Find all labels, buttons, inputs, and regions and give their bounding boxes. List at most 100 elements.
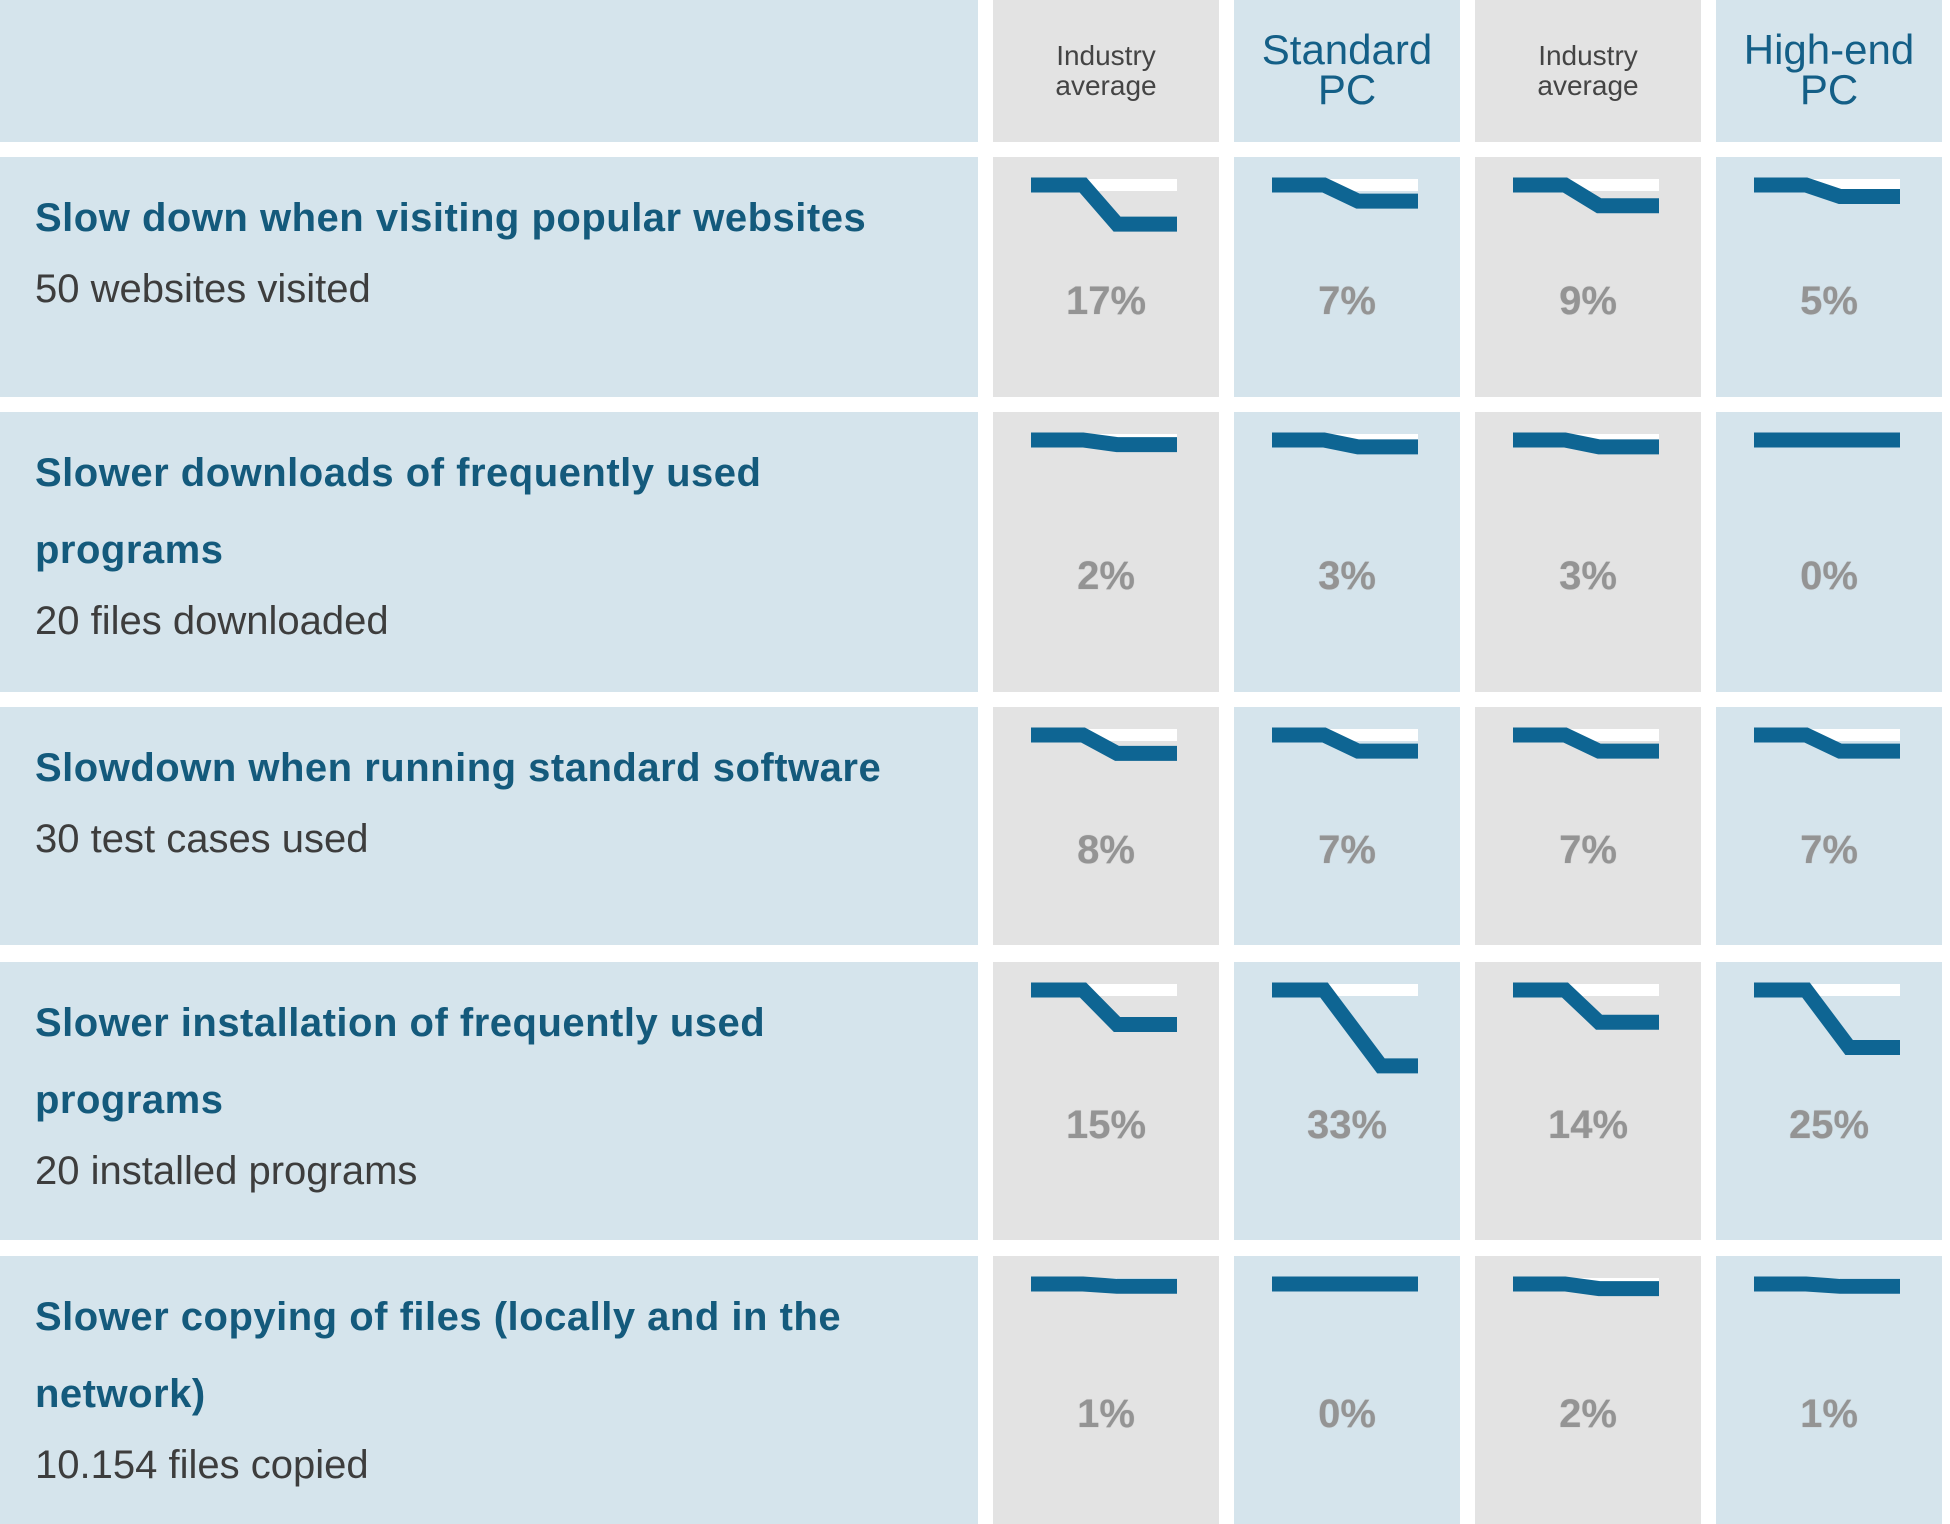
value-cell: 5% xyxy=(1716,157,1942,397)
row-label-cell: Slower copying of files (locally and in … xyxy=(0,1256,978,1524)
value-cell: 7% xyxy=(1475,707,1701,945)
slowdown-line xyxy=(1513,177,1659,214)
value-cell: 7% xyxy=(1234,707,1460,945)
row-title: Slowdown when running standard software xyxy=(35,746,882,790)
slowdown-sparkline xyxy=(1272,432,1418,455)
slowdown-sparkline xyxy=(1754,1276,1900,1294)
row-subtitle: 20 files downloaded xyxy=(35,599,389,643)
value-cell: 7% xyxy=(1716,707,1942,945)
percentage-value: 3% xyxy=(1318,554,1376,598)
column-header-label: Standard xyxy=(1261,26,1433,73)
row-title: Slower installation of frequently used xyxy=(35,1001,766,1045)
slowdown-line xyxy=(1272,727,1418,759)
slowdown-line xyxy=(1754,177,1900,204)
slowdown-line xyxy=(1031,177,1177,232)
column-header-label: PC xyxy=(1799,66,1859,113)
row-label-cell: Slower downloads of frequently used progr… xyxy=(0,412,978,692)
slowdown-sparkline xyxy=(1513,727,1659,759)
value-cell: 1% xyxy=(993,1256,1219,1524)
slowdown-sparkline xyxy=(1513,177,1659,214)
slowdown-line xyxy=(1031,1276,1177,1294)
slowdown-sparkline xyxy=(1031,432,1177,453)
percentage-value: 7% xyxy=(1800,828,1858,872)
value-cell: 3% xyxy=(1234,412,1460,692)
row-subtitle: 10.154 files copied xyxy=(35,1443,369,1487)
row-subtitle: 50 websites visited xyxy=(35,267,371,311)
percentage-value: 33% xyxy=(1306,1103,1388,1147)
percentage-value: 9% xyxy=(1559,279,1617,323)
slowdown-sparkline xyxy=(1513,1276,1659,1297)
percentage-value: 1% xyxy=(1077,1392,1135,1436)
column-header-label: Industry xyxy=(1538,40,1638,71)
column-header-label: average xyxy=(1055,70,1157,101)
value-cell: 14% xyxy=(1475,962,1701,1240)
percentage-value: 0% xyxy=(1318,1392,1376,1436)
slowdown-sparkline xyxy=(1272,982,1418,1074)
slowdown-sparkline xyxy=(1272,177,1418,209)
slowdown-sparkline xyxy=(1272,727,1418,759)
slowdown-line xyxy=(1272,982,1418,1074)
slowdown-line xyxy=(1272,177,1418,209)
slowdown-line xyxy=(1513,727,1659,759)
column-header-4: High-end PC xyxy=(1716,0,1942,142)
value-cell: 2% xyxy=(993,412,1219,692)
value-cell: 0% xyxy=(1716,412,1942,692)
column-header-label: PC xyxy=(1317,66,1377,113)
slowdown-line xyxy=(1031,727,1177,761)
value-cell: 7% xyxy=(1234,157,1460,397)
percentage-value: 7% xyxy=(1318,828,1376,872)
percentage-value: 14% xyxy=(1547,1103,1629,1147)
percentage-value: 2% xyxy=(1559,1392,1617,1436)
slowdown-line xyxy=(1513,982,1659,1030)
value-cell: 3% xyxy=(1475,412,1701,692)
column-header-label: average xyxy=(1537,70,1639,101)
slowdown-sparkline xyxy=(1031,727,1177,761)
value-cell: 9% xyxy=(1475,157,1701,397)
header-label-cell xyxy=(0,0,978,142)
row-title: Slower copying of files (locally and in … xyxy=(35,1295,842,1339)
percentage-value: 7% xyxy=(1318,279,1376,323)
percentage-value: 0% xyxy=(1800,554,1858,598)
percentage-value: 15% xyxy=(1065,1103,1147,1147)
row-title: Slow down when visiting popular websites xyxy=(35,196,867,240)
row-subtitle: 20 installed programs xyxy=(35,1149,418,1193)
value-cell: 17% xyxy=(993,157,1219,397)
percentage-value: 17% xyxy=(1065,279,1147,323)
row-title: programs xyxy=(35,528,224,572)
value-cell: 1% xyxy=(1716,1256,1942,1524)
percentage-value: 1% xyxy=(1800,1392,1858,1436)
value-cell: 8% xyxy=(993,707,1219,945)
slowdown-sparkline xyxy=(1754,982,1900,1055)
row-label-cell: Slower installation of frequently used pr… xyxy=(0,962,978,1240)
column-header-2: Standard PC xyxy=(1234,0,1460,142)
percentage-value: 2% xyxy=(1077,554,1135,598)
slowdown-line xyxy=(1513,1276,1659,1297)
percentage-value: 25% xyxy=(1788,1103,1870,1147)
row-label-cell: Slowdown when running standard software 3… xyxy=(0,707,978,945)
row-title: Slower downloads of frequently used xyxy=(35,451,762,495)
row-title: programs xyxy=(35,1078,224,1122)
slowdown-sparkline xyxy=(1513,982,1659,1030)
column-header-label: Industry xyxy=(1056,40,1156,71)
percentage-value: 8% xyxy=(1077,828,1135,872)
slowdown-line xyxy=(1754,727,1900,759)
value-cell: 15% xyxy=(993,962,1219,1240)
slowdown-sparkline xyxy=(1272,1276,1418,1292)
slowdown-line xyxy=(1513,432,1659,455)
percentage-value: 3% xyxy=(1559,554,1617,598)
row-subtitle: 30 test cases used xyxy=(35,817,369,861)
column-header-1: Industry average xyxy=(993,0,1219,142)
slowdown-sparkline xyxy=(1513,432,1659,455)
slowdown-line xyxy=(1272,432,1418,455)
slowdown-sparkline xyxy=(1031,177,1177,232)
row-label-cell: Slow down when visiting popular websites… xyxy=(0,157,978,397)
slowdown-sparkline xyxy=(1031,982,1177,1032)
slowdown-line xyxy=(1031,982,1177,1032)
column-header-label: High-end xyxy=(1743,26,1915,73)
slowdown-line xyxy=(1031,432,1177,453)
value-cell: 25% xyxy=(1716,962,1942,1240)
percentage-value: 5% xyxy=(1800,279,1858,323)
row-title: network) xyxy=(35,1372,206,1416)
slowdown-sparkline xyxy=(1754,432,1900,448)
